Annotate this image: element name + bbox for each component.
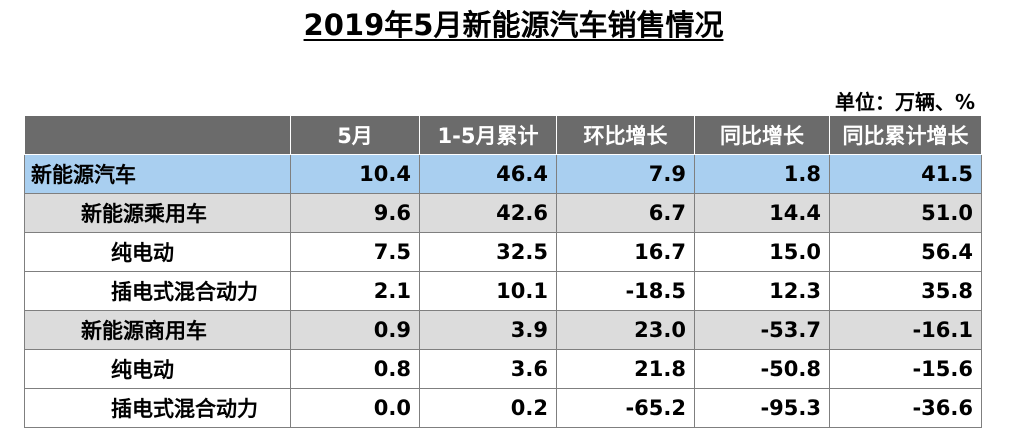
table-row: 插电式混合动力 2.1 10.1 -18.5 12.3 35.8 bbox=[24, 271, 982, 311]
cell-value: 7.9 bbox=[556, 154, 695, 194]
cell-value: -53.7 bbox=[694, 310, 830, 350]
cell-value: 1.8 bbox=[694, 154, 830, 194]
table-row: 新能源汽车 10.4 46.4 7.9 1.8 41.5 bbox=[24, 154, 982, 194]
header-cell-category bbox=[24, 115, 291, 155]
cell-value: -50.8 bbox=[694, 349, 830, 389]
cell-value: 0.9 bbox=[290, 310, 420, 350]
header-cell-mom-growth: 环比增长 bbox=[556, 115, 695, 155]
row-label: 纯电动 bbox=[24, 349, 291, 389]
page-title: 2019年5月新能源汽车销售情况 bbox=[303, 8, 724, 42]
cell-value: 12.3 bbox=[694, 271, 830, 311]
cell-value: 56.4 bbox=[829, 232, 982, 272]
cell-value: 51.0 bbox=[829, 193, 982, 233]
cell-value: 0.8 bbox=[290, 349, 420, 389]
row-label: 新能源乘用车 bbox=[24, 193, 291, 233]
header-cell-yoy-cumulative-growth: 同比累计增长 bbox=[829, 115, 982, 155]
cell-value: 10.4 bbox=[290, 154, 420, 194]
header-cell-cumulative: 1-5月累计 bbox=[419, 115, 557, 155]
row-label: 插电式混合动力 bbox=[24, 388, 291, 428]
cell-value: -36.6 bbox=[829, 388, 982, 428]
row-label: 新能源汽车 bbox=[24, 154, 291, 194]
table-row: 新能源商用车 0.9 3.9 23.0 -53.7 -16.1 bbox=[24, 310, 982, 350]
cell-value: 14.4 bbox=[694, 193, 830, 233]
cell-value: 0.2 bbox=[419, 388, 557, 428]
cell-value: 3.6 bbox=[419, 349, 557, 389]
cell-value: 6.7 bbox=[556, 193, 695, 233]
cell-value: -95.3 bbox=[694, 388, 830, 428]
unit-label: 单位：万辆、% bbox=[834, 90, 975, 114]
cell-value: 46.4 bbox=[419, 154, 557, 194]
sales-table: 5月 1-5月累计 环比增长 同比增长 同比累计增长 新能源汽车 10.4 46… bbox=[24, 115, 982, 428]
table-row: 纯电动 0.8 3.6 21.8 -50.8 -15.6 bbox=[24, 349, 982, 389]
cell-value: 21.8 bbox=[556, 349, 695, 389]
header-cell-month: 5月 bbox=[290, 115, 420, 155]
cell-value: 9.6 bbox=[290, 193, 420, 233]
cell-value: -16.1 bbox=[829, 310, 982, 350]
cell-value: 42.6 bbox=[419, 193, 557, 233]
table-row: 纯电动 7.5 32.5 16.7 15.0 56.4 bbox=[24, 232, 982, 272]
row-label: 纯电动 bbox=[24, 232, 291, 272]
cell-value: -18.5 bbox=[556, 271, 695, 311]
cell-value: -65.2 bbox=[556, 388, 695, 428]
cell-value: 15.0 bbox=[694, 232, 830, 272]
cell-value: 35.8 bbox=[829, 271, 982, 311]
cell-value: 32.5 bbox=[419, 232, 557, 272]
cell-value: 10.1 bbox=[419, 271, 557, 311]
table-row: 插电式混合动力 0.0 0.2 -65.2 -95.3 -36.6 bbox=[24, 388, 982, 428]
header-row: 5月 1-5月累计 环比增长 同比增长 同比累计增长 bbox=[24, 115, 982, 155]
cell-value: 41.5 bbox=[829, 154, 982, 194]
table-row: 新能源乘用车 9.6 42.6 6.7 14.4 51.0 bbox=[24, 193, 982, 233]
cell-value: 7.5 bbox=[290, 232, 420, 272]
cell-value: 2.1 bbox=[290, 271, 420, 311]
cell-value: -15.6 bbox=[829, 349, 982, 389]
header-cell-yoy-growth: 同比增长 bbox=[694, 115, 830, 155]
row-label: 插电式混合动力 bbox=[24, 271, 291, 311]
cell-value: 16.7 bbox=[556, 232, 695, 272]
row-label: 新能源商用车 bbox=[24, 310, 291, 350]
cell-value: 23.0 bbox=[556, 310, 695, 350]
cell-value: 0.0 bbox=[290, 388, 420, 428]
cell-value: 3.9 bbox=[419, 310, 557, 350]
